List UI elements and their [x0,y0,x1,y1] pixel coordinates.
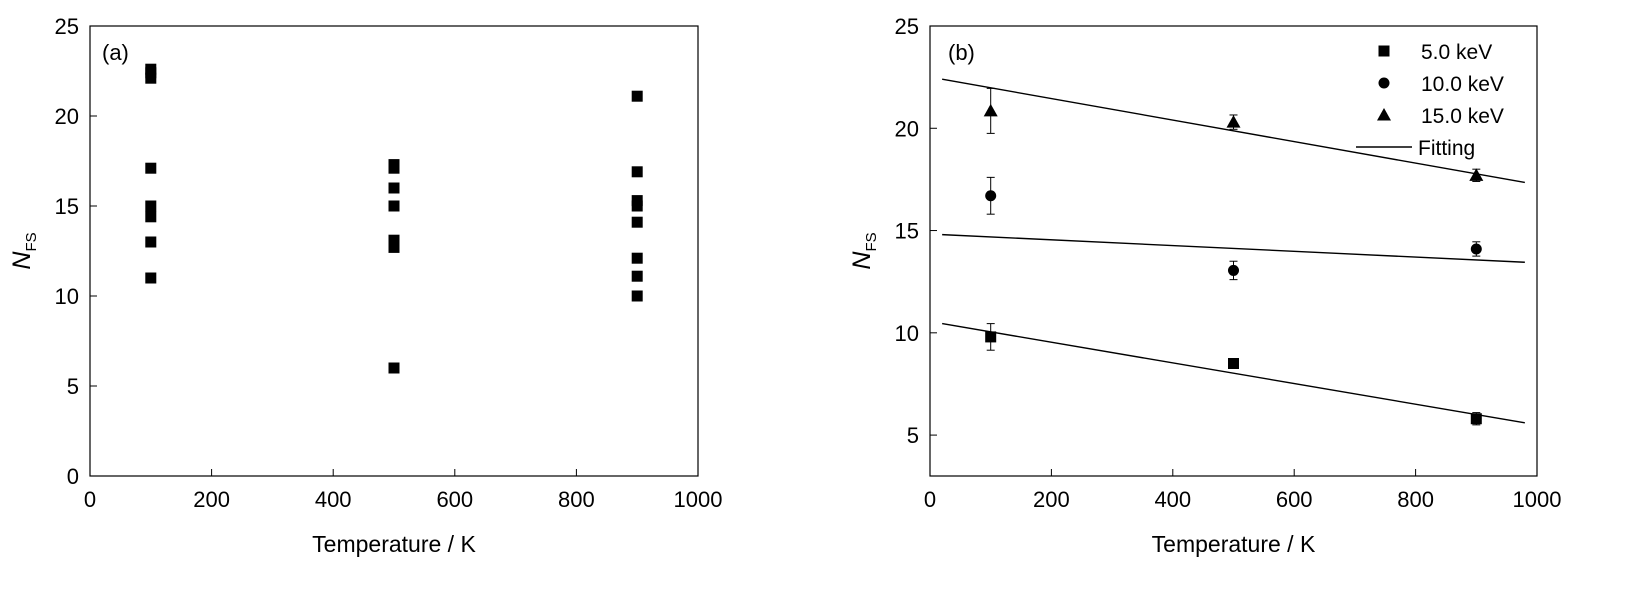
data-point [145,272,157,284]
x-tick-label: 800 [1397,487,1434,512]
data-point [983,103,998,117]
plot-frame [89,25,699,477]
data-point [145,236,157,248]
data-point [631,252,643,264]
y-axis-label: NFS [8,232,40,269]
data-point [1470,413,1482,425]
y-tick-label: 5 [907,423,919,448]
data-point [631,270,643,282]
x-tick-label: 400 [315,487,352,512]
data-point [631,290,643,302]
y-axis-label: NFS [848,232,880,269]
x-tick-label: 200 [1033,487,1070,512]
series-1 [985,176,1482,281]
y-tick-label: 10 [55,284,79,309]
data-point [1469,168,1484,181]
data-point [1470,243,1482,255]
data-point [145,162,157,174]
y-tick-label: 25 [55,14,79,39]
x-tick-label: 800 [558,487,595,512]
data-point [388,182,400,194]
data-point [145,72,157,84]
data-point [631,90,643,102]
data-point [388,200,400,212]
y-tick-label: 20 [55,104,79,129]
x-tick-label: 1000 [1513,487,1562,512]
panel-label: (a) [102,40,129,65]
y-tick-label: 10 [895,321,919,346]
x-axis-label: Temperature / K [1152,531,1316,557]
y-tick-label: 25 [895,14,919,39]
series-0 [145,63,643,374]
x-tick-label: 0 [84,487,96,512]
y-tick-label: 15 [895,219,919,244]
plot-frame [929,25,1538,477]
fit-line [942,322,1525,424]
data-point [985,331,997,343]
chart-panel-b: 0 200 400 600 800 1000 5 10 15 20 25 Temperature / … [848,14,1561,557]
series-0 [985,323,1482,426]
data-point [631,200,643,212]
legend-label: 5.0 keV [1421,41,1492,64]
panel-label: (b) [948,40,975,65]
data-point [388,162,400,174]
x-tick-label: 0 [924,487,936,512]
legend-label: 15.0 keV [1421,105,1504,128]
legend-label: Fitting [1418,137,1475,160]
data-point [631,216,643,228]
data-point [631,166,643,178]
x-tick-label: 1000 [674,487,723,512]
legend: 5.0 keV 10.0 keV 15.0 keV Fitting [1356,41,1504,160]
data-point [388,362,400,374]
legend-marker [1377,108,1391,121]
legend-marker [1378,77,1390,89]
y-tick-label: 0 [67,464,79,489]
y-tick-label: 5 [67,374,79,399]
data-point [985,190,997,202]
data-point [1228,264,1239,276]
series-2 [983,87,1484,182]
legend-label: 10.0 keV [1421,73,1504,96]
y-tick-label: 15 [55,194,79,219]
x-tick-label: 600 [436,487,473,512]
fit-line [942,233,1525,263]
legend-marker [1378,45,1390,57]
x-tick-label: 600 [1276,487,1313,512]
y-tick-label: 20 [895,116,919,141]
data-point [145,200,157,212]
x-tick-label: 400 [1154,487,1191,512]
x-tick-label: 200 [193,487,230,512]
data-point [1228,358,1239,369]
data-point [1226,115,1241,128]
data-point [388,241,400,253]
x-axis-label: Temperature / K [312,531,476,557]
fit-line [942,78,1525,184]
chart-panel-a: 0 200 400 600 800 1000 0 5 10 15 20 25 Temperature /… [8,14,722,557]
data-point [145,211,157,223]
